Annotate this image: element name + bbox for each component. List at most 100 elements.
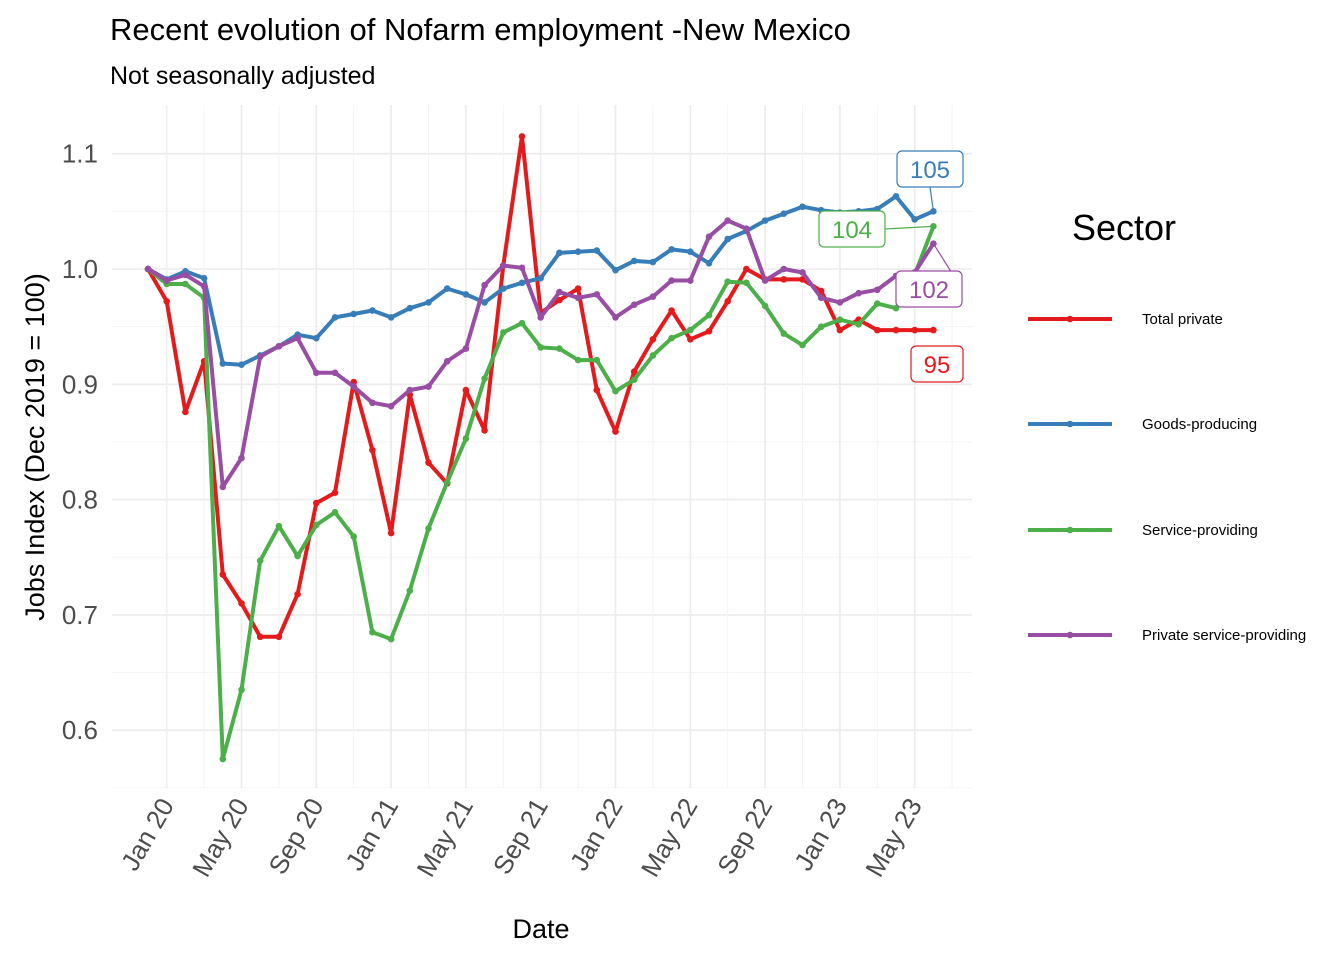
data-point xyxy=(574,248,582,256)
data-point xyxy=(275,522,283,530)
data-point xyxy=(761,217,769,224)
data-point xyxy=(574,285,582,292)
data-point xyxy=(630,301,638,309)
data-point xyxy=(238,600,245,607)
y-tick-label: 1.1 xyxy=(62,139,98,169)
data-point xyxy=(350,533,358,540)
data-point xyxy=(350,310,358,318)
chart-subtitle: Not seasonally adjusted xyxy=(110,62,375,90)
data-point xyxy=(462,291,470,298)
data-point xyxy=(313,369,320,377)
y-tick-label: 0.6 xyxy=(62,715,98,745)
data-point xyxy=(705,259,713,267)
data-point xyxy=(518,264,526,272)
x-tick-label: May 20 xyxy=(186,793,255,882)
data-point xyxy=(799,341,806,349)
data-point xyxy=(500,285,507,292)
x-tick-label: Sep 20 xyxy=(262,793,329,879)
data-point xyxy=(275,342,283,350)
data-point xyxy=(705,311,713,319)
data-point xyxy=(294,552,301,560)
legend-item-private-service-providing: Private service-providing xyxy=(1028,627,1306,644)
data-point xyxy=(593,247,601,254)
legend-item-goods-producing: Goods-producing xyxy=(1028,416,1257,433)
data-point xyxy=(369,628,376,636)
data-point xyxy=(911,216,918,223)
x-axis-ticks: Jan 20 May 20 Sep 20 Jan 21 May 21 Sep 21 Jan … xyxy=(115,793,928,882)
data-point xyxy=(855,321,862,328)
end-label-total-private: 95 xyxy=(910,345,964,383)
legend-key-point xyxy=(1066,631,1074,639)
legend-item-total-private: Total private xyxy=(1028,311,1223,328)
data-point xyxy=(817,294,825,302)
x-tick-label: Sep 21 xyxy=(487,793,554,879)
data-point xyxy=(163,297,170,305)
data-point xyxy=(687,326,694,334)
data-point xyxy=(313,499,320,507)
end-label-text: 105 xyxy=(910,157,950,184)
y-tick-label: 1.0 xyxy=(62,254,98,284)
data-point xyxy=(687,277,694,284)
data-point xyxy=(836,316,844,324)
end-labels: 95 105 104 102 xyxy=(818,150,964,383)
data-point xyxy=(481,299,488,306)
legend-label: Goods-producing xyxy=(1142,416,1257,433)
data-point xyxy=(518,319,526,327)
y-tick-label: 0.7 xyxy=(62,600,98,630)
end-label-text: 102 xyxy=(909,277,949,304)
data-point xyxy=(387,529,395,537)
data-point xyxy=(219,360,227,367)
x-tick-label: Jan 21 xyxy=(339,793,404,876)
data-point xyxy=(500,329,507,336)
data-point xyxy=(574,356,582,364)
data-point xyxy=(780,265,788,273)
data-point xyxy=(331,508,339,516)
data-point xyxy=(724,235,731,243)
data-point xyxy=(481,427,488,434)
data-point xyxy=(537,344,544,351)
data-point xyxy=(331,369,339,377)
data-point xyxy=(836,299,844,306)
data-point xyxy=(780,276,788,283)
data-point xyxy=(406,304,414,312)
data-point xyxy=(294,590,301,598)
data-point xyxy=(425,459,432,467)
x-tick-label: May 22 xyxy=(635,793,704,882)
data-point xyxy=(144,265,152,273)
data-point xyxy=(780,330,788,337)
series-lines xyxy=(144,133,937,763)
legend-label: Service-providing xyxy=(1142,522,1258,539)
data-point xyxy=(369,307,376,314)
data-point xyxy=(182,408,189,416)
end-label-text: 104 xyxy=(832,217,872,244)
data-point xyxy=(537,274,544,282)
data-point xyxy=(238,454,245,462)
data-point xyxy=(649,258,657,266)
data-point xyxy=(219,571,227,578)
data-point xyxy=(256,557,264,565)
data-point xyxy=(275,633,283,641)
data-point xyxy=(743,279,750,287)
data-point xyxy=(668,307,675,314)
data-point xyxy=(462,435,470,442)
data-point xyxy=(874,300,881,307)
data-point xyxy=(331,489,339,496)
x-tick-label: Jan 20 xyxy=(115,793,180,876)
data-point xyxy=(462,345,470,352)
data-point xyxy=(182,271,189,279)
legend-key-point xyxy=(1066,526,1074,534)
end-label-box xyxy=(910,345,964,383)
legend-title: Sector xyxy=(1072,207,1176,248)
data-point xyxy=(369,399,376,407)
data-point xyxy=(593,291,601,298)
data-point xyxy=(799,203,806,211)
data-point xyxy=(518,279,526,287)
data-point xyxy=(500,262,507,269)
data-point xyxy=(406,587,414,594)
data-point xyxy=(313,521,320,529)
legend-item-service-providing: Service-providing xyxy=(1028,522,1258,539)
data-point xyxy=(556,249,563,257)
data-point xyxy=(481,375,488,382)
data-point xyxy=(593,386,601,394)
data-point xyxy=(892,304,900,312)
